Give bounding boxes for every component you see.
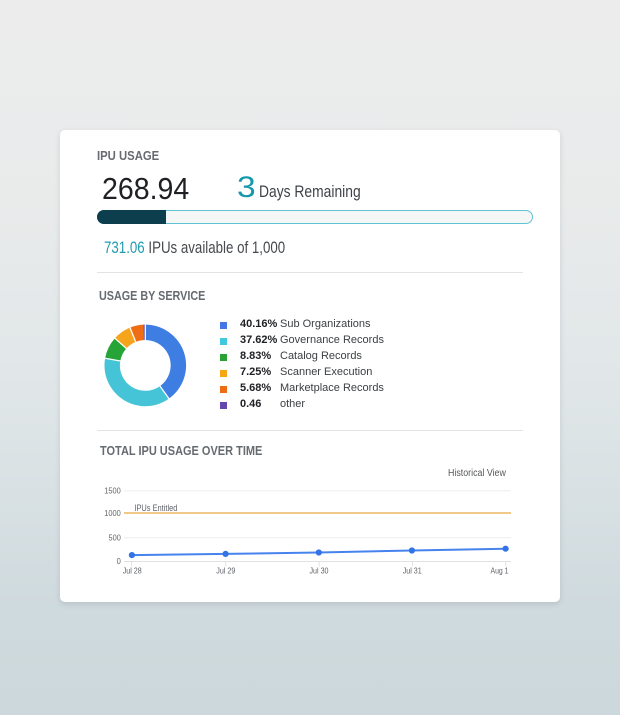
svg-text:1500: 1500	[104, 486, 121, 495]
svg-text:Jul 29: Jul 29	[216, 565, 235, 575]
svg-text:500: 500	[109, 534, 122, 543]
svg-text:Jul 30: Jul 30	[310, 565, 329, 575]
svg-text:Jul 31: Jul 31	[403, 565, 422, 575]
svg-text:Jul 28: Jul 28	[123, 565, 142, 575]
svg-text:IPUs Entitled: IPUs Entitled	[134, 503, 177, 513]
svg-text:0: 0	[117, 557, 122, 566]
svg-text:1000: 1000	[104, 509, 121, 518]
svg-text:Aug 1: Aug 1	[491, 565, 509, 575]
